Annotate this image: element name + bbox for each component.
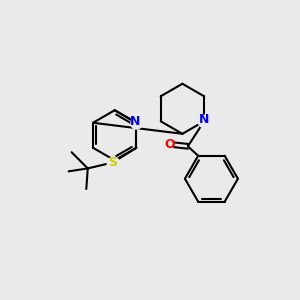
Text: N: N [130,115,140,128]
Text: N: N [199,113,209,126]
Text: S: S [108,156,117,169]
Text: O: O [164,138,175,151]
